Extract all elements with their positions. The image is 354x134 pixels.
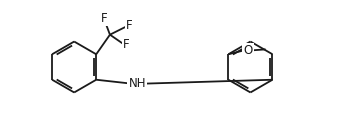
Text: F: F <box>123 38 130 51</box>
Text: O: O <box>243 44 253 57</box>
Text: F: F <box>126 19 133 32</box>
Text: F: F <box>101 12 107 25</box>
Text: NH: NH <box>129 77 146 90</box>
